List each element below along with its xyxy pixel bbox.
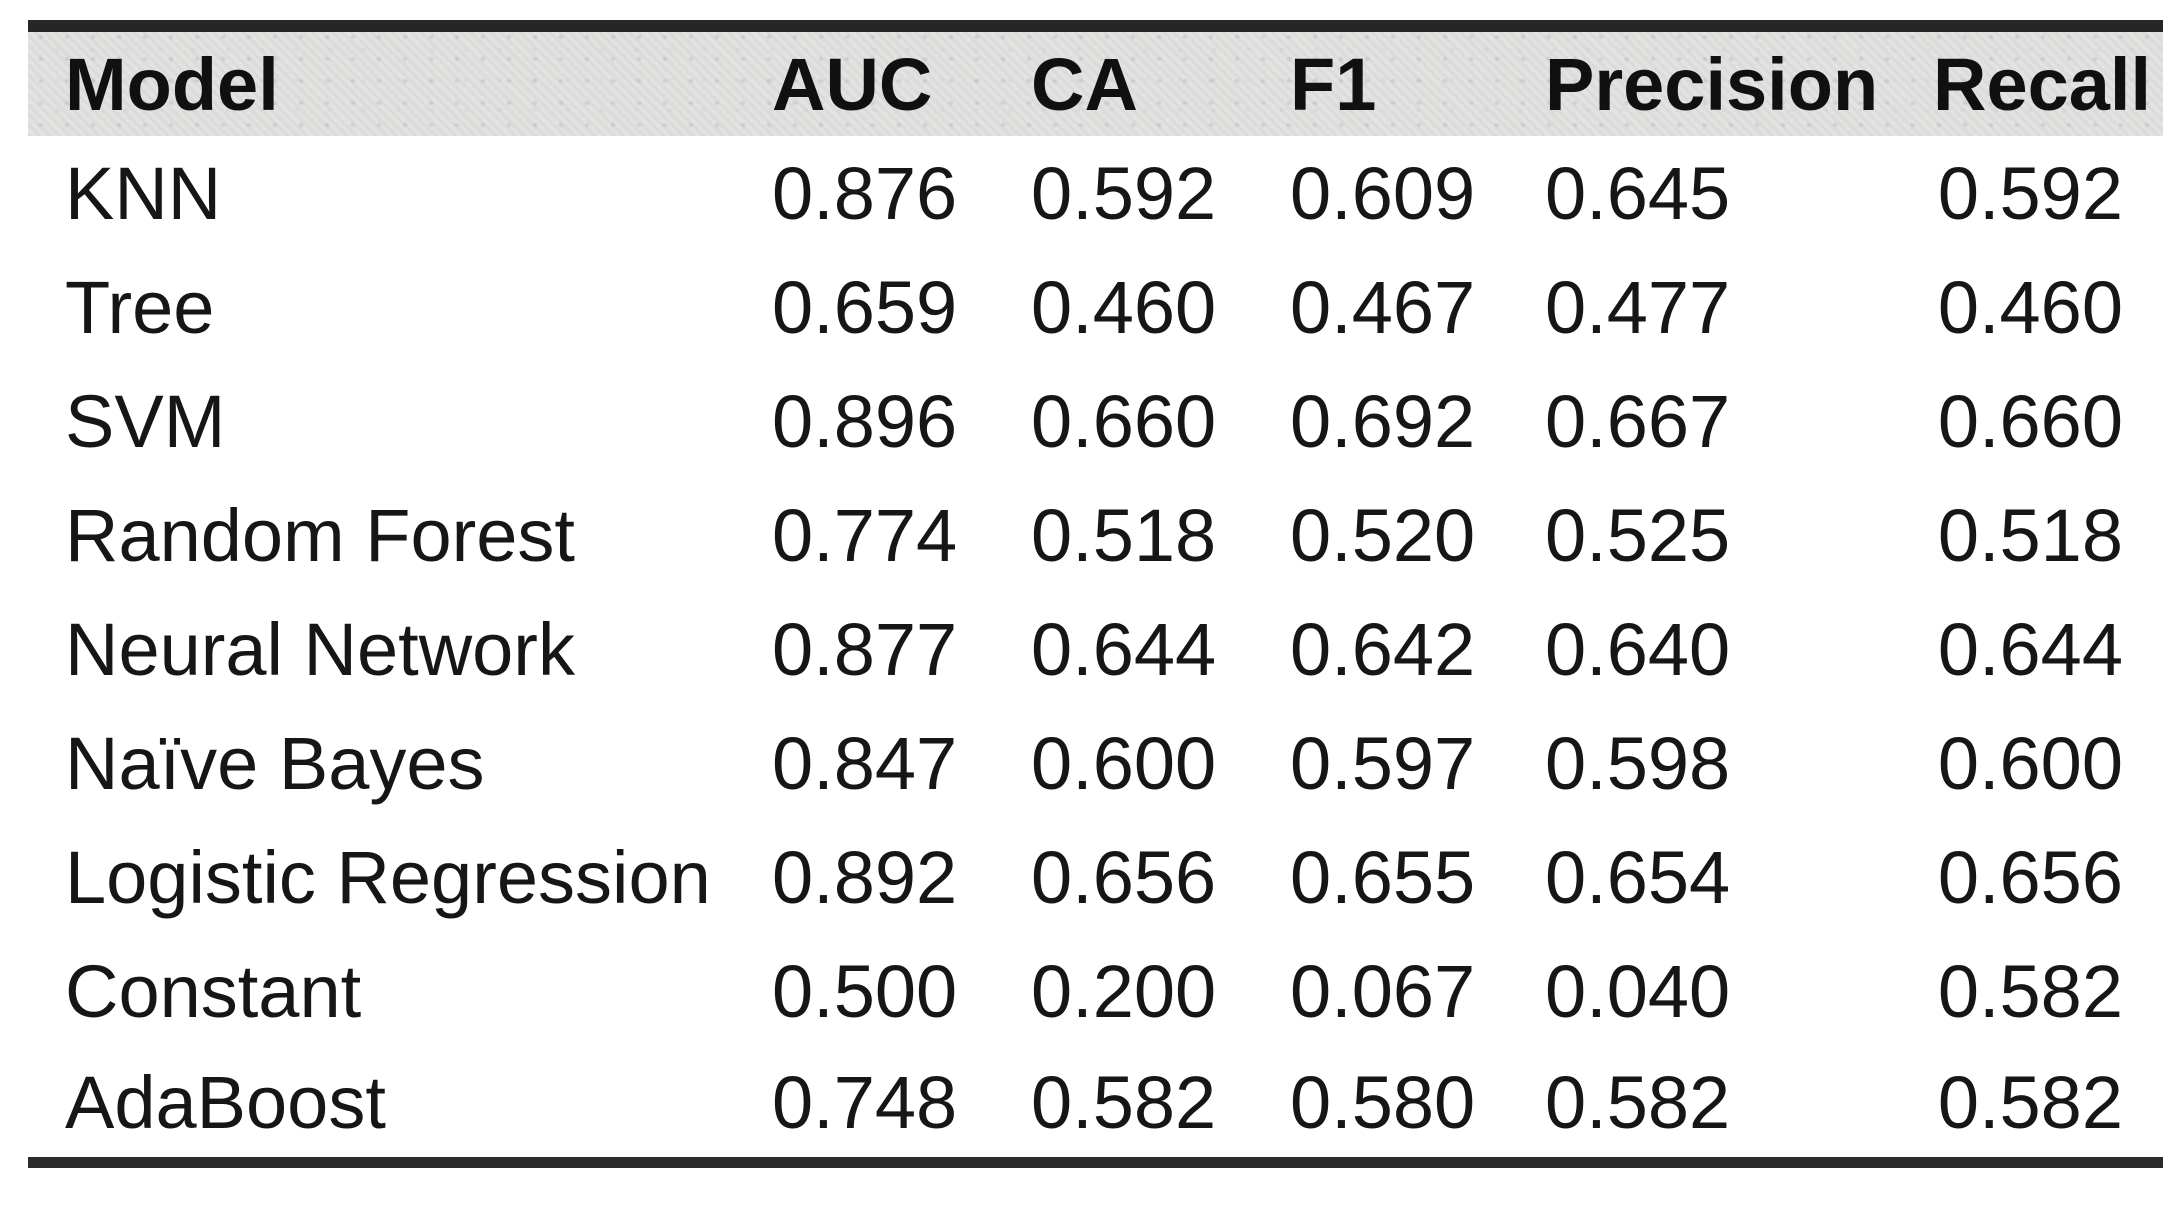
table-row: Constant 0.500 0.200 0.067 0.040 0.582 — [28, 934, 2163, 1048]
cell-ca: 0.656 — [1031, 835, 1217, 919]
table-body: KNN 0.876 0.592 0.609 0.645 0.592 Tree 0… — [28, 136, 2163, 1162]
cell-auc: 0.748 — [772, 1060, 958, 1144]
cell-ca: 0.644 — [1031, 607, 1217, 691]
cell-precision: 0.640 — [1545, 607, 1731, 691]
cell-recall: 0.582 — [1937, 1060, 2123, 1144]
cell-auc: 0.774 — [772, 493, 958, 577]
cell-model: Naïve Bayes — [65, 721, 485, 805]
cell-auc: 0.896 — [772, 379, 958, 463]
column-header-f1: F1 — [1290, 42, 1377, 126]
header-row: Model AUC CA F1 Precision Recall — [28, 26, 2163, 136]
cell-precision: 0.667 — [1545, 379, 1731, 463]
cell-precision: 0.525 — [1545, 493, 1731, 577]
cell-ca: 0.518 — [1031, 493, 1217, 577]
cell-precision: 0.477 — [1545, 265, 1731, 349]
cell-f1: 0.580 — [1290, 1060, 1476, 1144]
cell-f1: 0.520 — [1290, 493, 1476, 577]
cell-precision: 0.598 — [1545, 721, 1731, 805]
column-header-model: Model — [65, 42, 279, 126]
cell-recall: 0.460 — [1937, 265, 2123, 349]
cell-ca: 0.582 — [1031, 1060, 1217, 1144]
cell-ca: 0.660 — [1031, 379, 1217, 463]
cell-ca: 0.460 — [1031, 265, 1217, 349]
cell-precision: 0.654 — [1545, 835, 1731, 919]
table-row: Random Forest 0.774 0.518 0.520 0.525 0.… — [28, 478, 2163, 592]
cell-recall: 0.656 — [1937, 835, 2123, 919]
cell-auc: 0.659 — [772, 265, 958, 349]
cell-precision: 0.040 — [1545, 949, 1731, 1033]
cell-f1: 0.597 — [1290, 721, 1476, 805]
cell-model: Constant — [65, 949, 362, 1033]
table-row: AdaBoost 0.748 0.582 0.580 0.582 0.582 — [28, 1048, 2163, 1162]
cell-recall: 0.582 — [1937, 949, 2123, 1033]
cell-recall: 0.518 — [1937, 493, 2123, 577]
metrics-table: Model AUC CA F1 Precision Recall KNN 0.8… — [28, 20, 2163, 1168]
cell-f1: 0.609 — [1290, 151, 1476, 235]
cell-model: Logistic Regression — [65, 835, 711, 919]
table-header: Model AUC CA F1 Precision Recall — [28, 26, 2163, 136]
cell-f1: 0.067 — [1290, 949, 1476, 1033]
cell-auc: 0.500 — [772, 949, 958, 1033]
cell-ca: 0.200 — [1031, 949, 1217, 1033]
cell-model: Tree — [65, 265, 215, 349]
cell-precision: 0.645 — [1545, 151, 1731, 235]
table-row: SVM 0.896 0.660 0.692 0.667 0.660 — [28, 364, 2163, 478]
column-header-ca: CA — [1031, 42, 1138, 126]
cell-f1: 0.642 — [1290, 607, 1476, 691]
cell-recall: 0.600 — [1937, 721, 2123, 805]
table-row: Logistic Regression 0.892 0.656 0.655 0.… — [28, 820, 2163, 934]
cell-auc: 0.892 — [772, 835, 958, 919]
table-row: Neural Network 0.877 0.644 0.642 0.640 0… — [28, 592, 2163, 706]
column-header-precision: Precision — [1545, 42, 1879, 126]
cell-ca: 0.592 — [1031, 151, 1217, 235]
cell-ca: 0.600 — [1031, 721, 1217, 805]
column-header-recall: Recall — [1933, 42, 2152, 126]
cell-precision: 0.582 — [1545, 1060, 1731, 1144]
cell-auc: 0.877 — [772, 607, 958, 691]
cell-model: KNN — [65, 151, 222, 235]
cell-model: AdaBoost — [65, 1060, 386, 1144]
cell-model: Neural Network — [65, 607, 575, 691]
cell-f1: 0.692 — [1290, 379, 1476, 463]
table-row: Tree 0.659 0.460 0.467 0.477 0.460 — [28, 250, 2163, 364]
cell-f1: 0.655 — [1290, 835, 1476, 919]
column-header-auc: AUC — [772, 42, 933, 126]
cell-f1: 0.467 — [1290, 265, 1476, 349]
table-row: Naïve Bayes 0.847 0.600 0.597 0.598 0.60… — [28, 706, 2163, 820]
table-row: KNN 0.876 0.592 0.609 0.645 0.592 — [28, 136, 2163, 250]
cell-model: Random Forest — [65, 493, 575, 577]
cell-recall: 0.592 — [1937, 151, 2123, 235]
cell-recall: 0.660 — [1937, 379, 2123, 463]
cell-auc: 0.876 — [772, 151, 958, 235]
cell-model: SVM — [65, 379, 226, 463]
cell-auc: 0.847 — [772, 721, 958, 805]
cell-recall: 0.644 — [1937, 607, 2123, 691]
